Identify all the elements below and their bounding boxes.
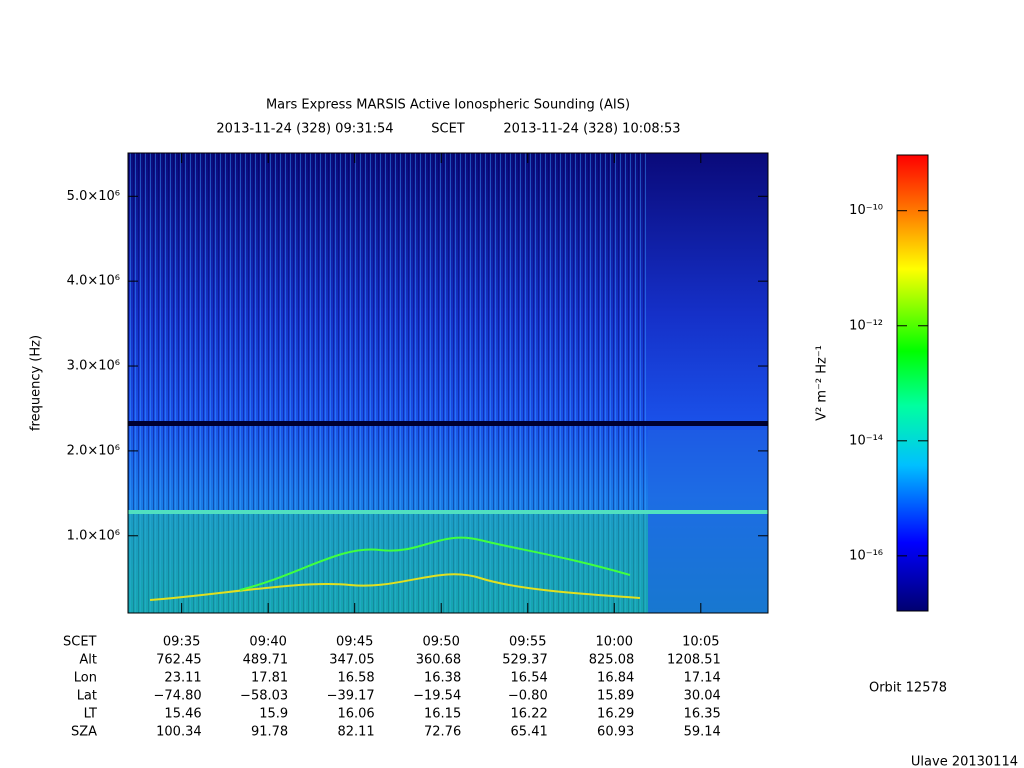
ephemeris-value: 15.46 xyxy=(164,707,201,722)
ephemeris-value: 65.41 xyxy=(511,725,548,740)
subtitle-start: 2013-11-24 (328) 09:31:54 xyxy=(216,122,393,137)
y-tick-label: 4.0×10⁶ xyxy=(67,274,120,289)
ephemeris-label: Alt xyxy=(79,653,97,668)
ephemeris-value: 16.54 xyxy=(511,671,548,686)
colorbar xyxy=(896,154,929,612)
ephemeris-value: 16.06 xyxy=(337,707,374,722)
ephemeris-value: 23.11 xyxy=(164,671,201,686)
ephemeris-value: 100.34 xyxy=(156,725,202,740)
ephemeris-value: 16.22 xyxy=(511,707,548,722)
x-tick-label: 10:00 xyxy=(596,635,633,650)
ephemeris-label: LT xyxy=(84,707,97,722)
ephemeris-value: 762.45 xyxy=(156,653,202,668)
ephemeris-value: −58.03 xyxy=(240,689,288,704)
ephemeris-label: Lat xyxy=(77,689,97,704)
x-tick-label: 10:05 xyxy=(682,635,719,650)
plot-frame xyxy=(127,152,769,614)
ephemeris-value: 825.08 xyxy=(589,653,635,668)
ephemeris-value: −19.54 xyxy=(413,689,461,704)
ephemeris-value: 82.11 xyxy=(337,725,374,740)
x-tick-label: 09:55 xyxy=(509,635,546,650)
subtitle-mid: SCET xyxy=(431,122,465,137)
x-axis-label: SCET xyxy=(63,635,97,650)
y-tick-label: 3.0×10⁶ xyxy=(67,359,120,374)
y-tick-label: 5.0×10⁶ xyxy=(67,189,120,204)
ephemeris-value: 17.81 xyxy=(251,671,288,686)
ephemeris-label: Lon xyxy=(74,671,97,686)
ephemeris-label: SZA xyxy=(71,725,97,740)
x-tick-label: 09:40 xyxy=(249,635,286,650)
orbit-label: Orbit 12578 xyxy=(869,681,947,696)
ephemeris-value: 347.05 xyxy=(329,653,375,668)
ephemeris-value: 16.38 xyxy=(424,671,461,686)
ephemeris-value: 16.35 xyxy=(684,707,721,722)
colorbar-label: V² m⁻² Hz⁻¹ xyxy=(815,345,830,421)
colorbar-tick-label: 10⁻¹⁰ xyxy=(849,203,883,218)
ephemeris-value: 16.15 xyxy=(424,707,461,722)
ephemeris-value: 16.29 xyxy=(597,707,634,722)
ephemeris-value: 529.37 xyxy=(502,653,548,668)
ephemeris-value: 489.71 xyxy=(243,653,289,668)
ephemeris-value: 16.58 xyxy=(337,671,374,686)
y-tick-label: 1.0×10⁶ xyxy=(67,528,120,543)
ephemeris-value: 60.93 xyxy=(597,725,634,740)
colorbar-tick-label: 10⁻¹⁶ xyxy=(849,548,883,563)
ephemeris-value: 72.76 xyxy=(424,725,461,740)
ephemeris-value: 30.04 xyxy=(684,689,721,704)
footer-label: Ulave 20130114 xyxy=(911,755,1018,768)
spectrogram-image xyxy=(128,153,768,613)
ephemeris-value: 91.78 xyxy=(251,725,288,740)
y-axis-label: frequency (Hz) xyxy=(29,335,44,431)
colorbar-tick-label: 10⁻¹² xyxy=(849,318,883,333)
ephemeris-value: 360.68 xyxy=(416,653,462,668)
ephemeris-value: −39.17 xyxy=(327,689,375,704)
subtitle-end: 2013-11-24 (328) 10:08:53 xyxy=(503,122,680,137)
y-tick-label: 2.0×10⁶ xyxy=(67,443,120,458)
ephemeris-value: 16.84 xyxy=(597,671,634,686)
ephemeris-value: 59.14 xyxy=(684,725,721,740)
x-tick-label: 09:35 xyxy=(163,635,200,650)
x-tick-label: 09:45 xyxy=(336,635,373,650)
colorbar-tick-label: 10⁻¹⁴ xyxy=(849,433,883,448)
ephemeris-value: 1208.51 xyxy=(667,653,721,668)
chart-title: Mars Express MARSIS Active Ionospheric S… xyxy=(266,98,630,113)
x-tick-label: 09:50 xyxy=(422,635,459,650)
ephemeris-value: −74.80 xyxy=(154,689,202,704)
ephemeris-value: −0.80 xyxy=(508,689,548,704)
ephemeris-value: 15.89 xyxy=(597,689,634,704)
ephemeris-value: 15.9 xyxy=(259,707,288,722)
ephemeris-value: 17.14 xyxy=(684,671,721,686)
